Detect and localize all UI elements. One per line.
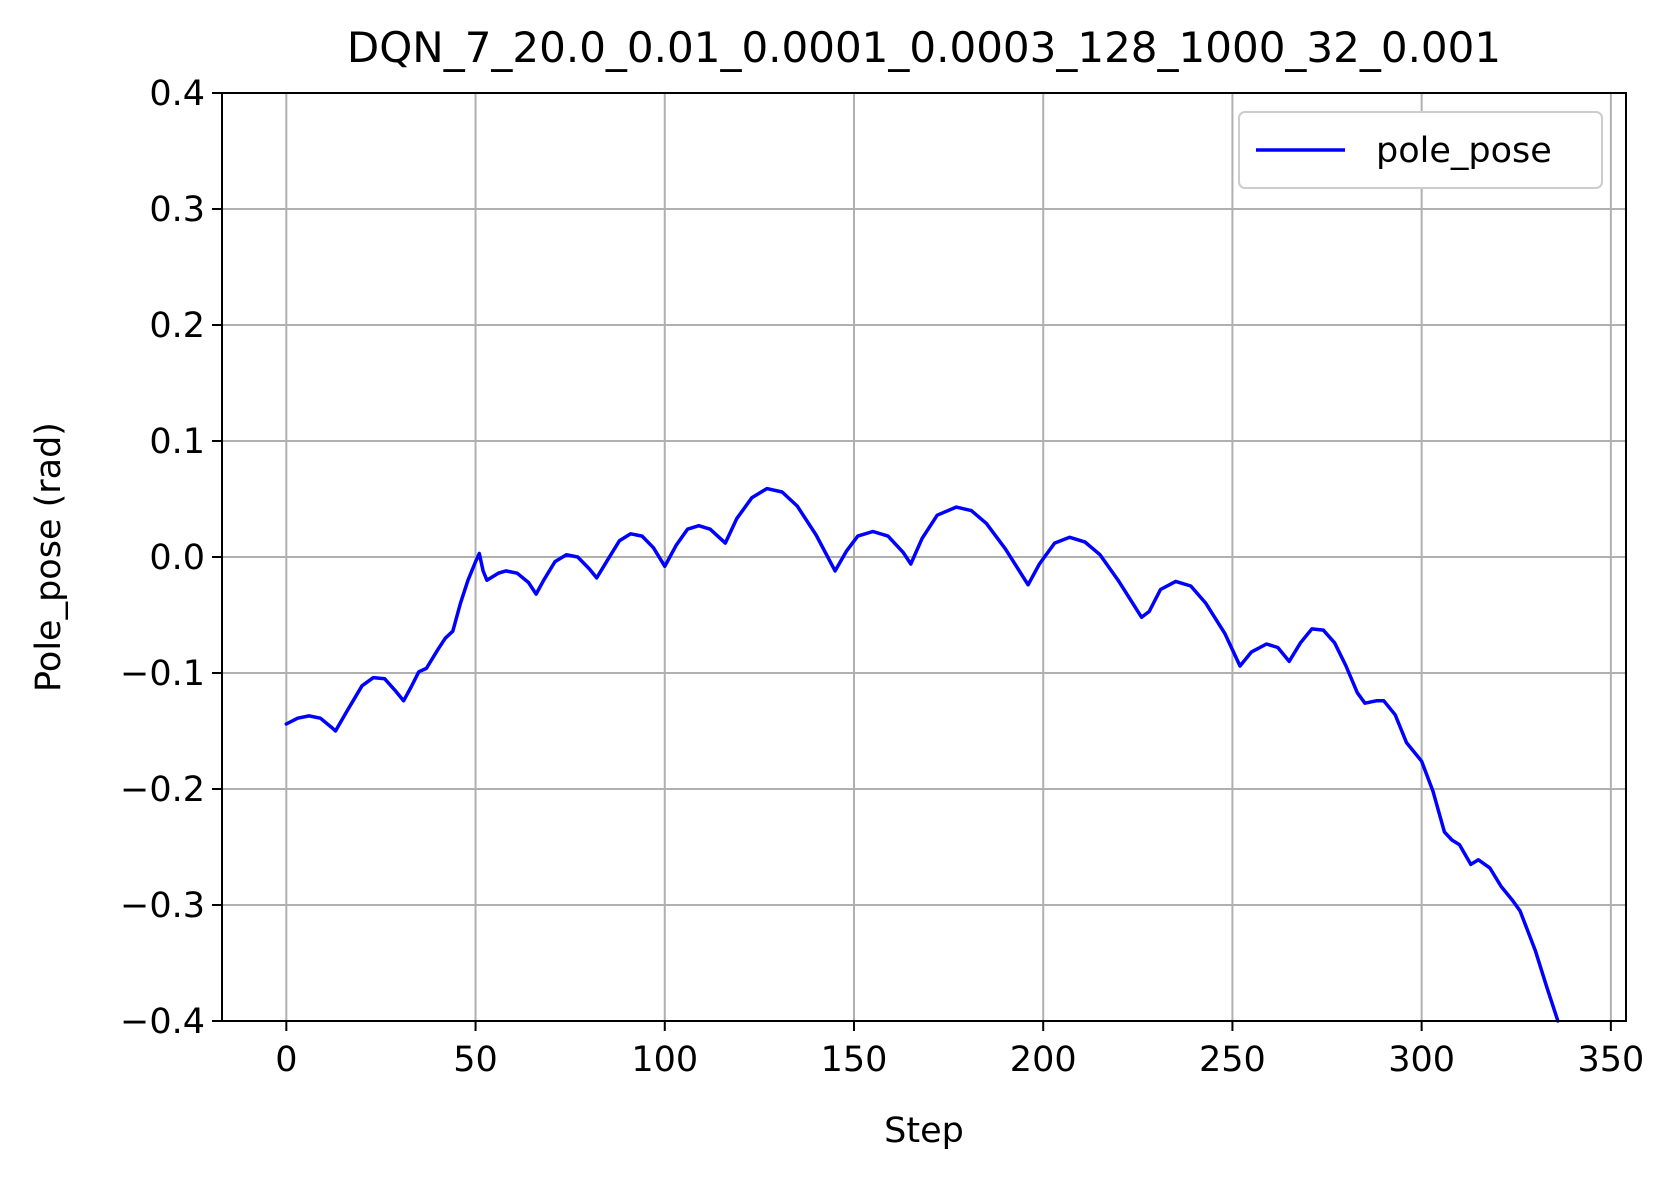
x-tick-label: 300 [1388, 1040, 1455, 1080]
y-tick-label: 0.0 [149, 538, 205, 578]
x-tick-label: 0 [275, 1040, 297, 1080]
legend: pole_pose [1238, 111, 1603, 189]
x-tick-label: 200 [1010, 1040, 1077, 1080]
x-tick-label: 250 [1199, 1040, 1266, 1080]
x-axis-label: Step [884, 1111, 964, 1151]
series-layer [284, 486, 1560, 1023]
y-tick-label: −0.3 [120, 886, 205, 926]
y-tick-label: −0.2 [120, 770, 205, 810]
y-tick-label: 0.4 [149, 74, 205, 114]
y-tick-label: 0.2 [149, 306, 205, 346]
x-tick-label: 350 [1577, 1040, 1644, 1080]
legend-label-pole-pose: pole_pose [1376, 131, 1552, 171]
x-tick-label: 50 [453, 1040, 498, 1080]
y-tick-label: −0.4 [120, 1002, 205, 1042]
tick-layer: 0 50 100 150 200 250 300 350 −0.4 −0.3 −0.2 −0.1 0.0… [120, 74, 1644, 1080]
x-tick-label: 100 [631, 1040, 698, 1080]
y-axis-label: Pole_pose (rad) [29, 422, 69, 692]
y-tick-label: 0.3 [149, 190, 205, 230]
y-tick-label: −0.1 [120, 654, 205, 694]
y-tick-label: 0.1 [149, 422, 205, 462]
legend-box [1238, 111, 1603, 189]
chart-title: DQN_7_20.0_0.01_0.0001_0.0003_128_1000_3… [347, 23, 1501, 72]
x-tick-label: 150 [821, 1040, 888, 1080]
series-line-pole-pose [284, 486, 1560, 1023]
